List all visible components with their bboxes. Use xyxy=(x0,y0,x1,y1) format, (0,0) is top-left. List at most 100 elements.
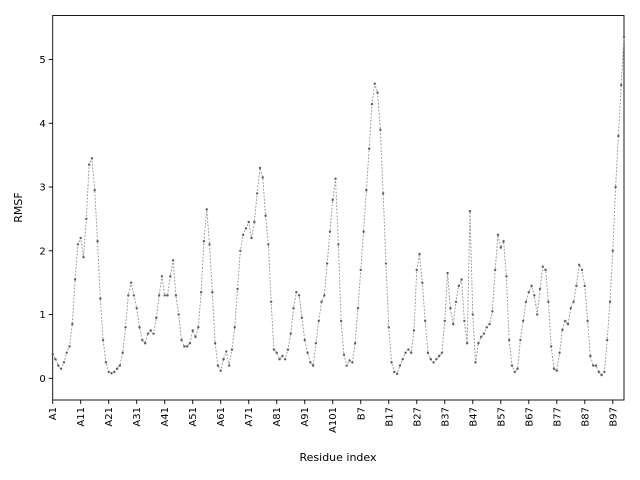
data-point-marker xyxy=(572,300,575,303)
data-point-marker xyxy=(606,338,609,342)
data-point-marker xyxy=(502,240,505,243)
data-point-marker xyxy=(477,342,480,345)
data-point-marker xyxy=(499,246,502,249)
data-point-marker xyxy=(356,306,360,310)
data-point-marker xyxy=(135,306,138,310)
x-tick-label: A81 xyxy=(272,407,283,427)
data-point-marker xyxy=(558,351,561,355)
data-point-marker xyxy=(233,326,236,329)
data-point-marker xyxy=(479,335,483,339)
data-point-marker xyxy=(230,348,234,351)
data-point-marker xyxy=(387,326,390,329)
data-point-marker xyxy=(188,342,192,345)
data-point-marker xyxy=(99,297,102,300)
data-point-marker xyxy=(379,128,382,131)
rmsf-series-markers xyxy=(51,35,626,377)
data-point-marker xyxy=(225,350,228,353)
data-point-marker xyxy=(437,354,441,358)
x-axis-label: Residue index xyxy=(299,451,377,464)
y-tick-label: 5 xyxy=(39,55,45,66)
data-point-marker xyxy=(320,300,323,303)
data-point-marker xyxy=(451,322,455,326)
data-point-marker xyxy=(580,268,584,272)
data-point-marker xyxy=(622,35,626,39)
data-point-marker xyxy=(222,357,225,361)
data-point-marker xyxy=(597,370,600,374)
x-tick-label: A1 xyxy=(48,407,59,420)
data-point-marker xyxy=(303,338,306,342)
data-point-marker xyxy=(314,342,318,345)
data-point-marker xyxy=(600,373,603,377)
data-point-marker xyxy=(325,262,329,265)
x-tick-label: A61 xyxy=(216,407,227,427)
x-tick-label: B7 xyxy=(356,407,367,420)
data-point-marker xyxy=(446,271,449,275)
data-point-marker xyxy=(253,220,256,224)
data-point-marker xyxy=(603,370,606,374)
data-point-marker xyxy=(59,367,63,370)
data-point-marker xyxy=(465,342,469,345)
x-tick-label: A51 xyxy=(188,407,199,427)
data-point-marker xyxy=(152,332,155,335)
x-tick-label: B77 xyxy=(552,407,563,427)
data-point-marker xyxy=(533,294,536,297)
data-point-marker xyxy=(563,319,567,323)
data-point-marker xyxy=(82,255,85,259)
data-point-marker xyxy=(373,82,376,85)
data-point-marker xyxy=(423,319,427,323)
data-point-marker xyxy=(561,328,564,332)
data-point-marker xyxy=(197,326,200,329)
data-point-marker xyxy=(412,329,416,332)
data-point-marker xyxy=(199,291,203,294)
data-point-marker xyxy=(149,329,152,332)
data-point-marker xyxy=(454,300,458,303)
x-tick-label: A11 xyxy=(76,407,87,427)
data-point-marker xyxy=(463,319,466,323)
x-tick-label: B17 xyxy=(384,407,395,427)
data-point-marker xyxy=(577,263,581,267)
data-point-marker xyxy=(449,306,452,310)
data-point-marker xyxy=(345,364,348,367)
data-point-marker xyxy=(482,332,486,335)
x-tick-label: B97 xyxy=(608,407,619,427)
x-tick-label: B67 xyxy=(524,407,535,427)
data-point-marker xyxy=(488,322,491,326)
data-point-marker xyxy=(146,332,150,335)
x-tick-label: A41 xyxy=(160,407,171,427)
data-point-marker xyxy=(211,291,214,294)
data-point-marker xyxy=(348,359,351,362)
data-point-marker xyxy=(93,189,96,192)
data-point-marker xyxy=(395,372,399,376)
data-point-marker xyxy=(342,353,346,356)
data-point-marker xyxy=(205,208,208,211)
x-tick-label: A31 xyxy=(132,407,143,427)
data-point-marker xyxy=(68,345,71,348)
data-point-marker xyxy=(191,329,194,332)
data-point-marker xyxy=(510,364,514,367)
data-point-marker xyxy=(185,345,189,348)
data-point-marker xyxy=(244,227,248,230)
data-point-marker xyxy=(519,338,522,342)
data-point-marker xyxy=(269,300,273,303)
data-point-marker xyxy=(309,361,312,364)
data-point-marker xyxy=(353,342,357,345)
data-point-marker xyxy=(594,364,598,367)
data-point-marker xyxy=(71,322,74,326)
data-point-marker xyxy=(334,177,337,180)
data-point-marker xyxy=(351,361,354,364)
data-point-marker xyxy=(493,268,497,272)
data-point-marker xyxy=(295,291,298,294)
data-point-marker xyxy=(51,352,54,356)
x-tick-label: B27 xyxy=(412,407,423,427)
data-point-marker xyxy=(141,338,144,342)
data-point-marker xyxy=(174,294,178,297)
x-tick-label: B57 xyxy=(496,407,507,427)
data-point-marker xyxy=(381,192,385,195)
plot-area-border xyxy=(52,15,625,401)
data-point-marker xyxy=(157,294,161,297)
data-point-marker xyxy=(583,284,586,288)
rmsf-dotted-line xyxy=(52,36,625,376)
rmsf-series-line xyxy=(52,36,625,376)
data-point-marker xyxy=(474,361,477,364)
data-point-marker xyxy=(216,364,220,367)
